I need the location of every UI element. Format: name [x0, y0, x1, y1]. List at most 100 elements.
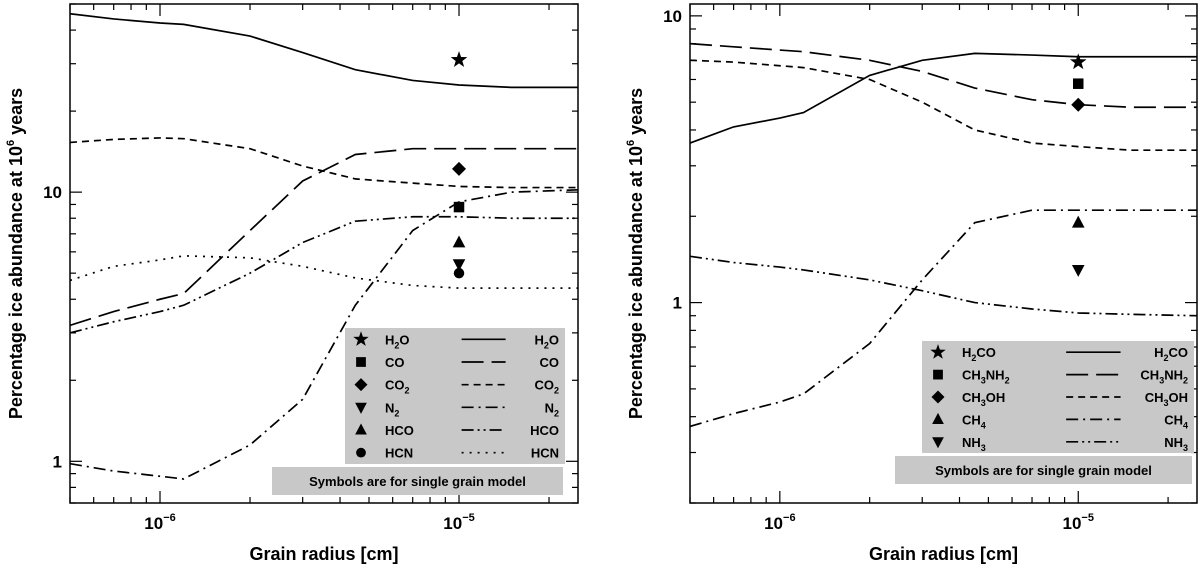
- marker-hco: [452, 235, 466, 248]
- legend-label-symbol: CO: [385, 355, 405, 370]
- legend-marker-ch3oh: [931, 390, 945, 404]
- x-tick-label: 10−6: [764, 512, 795, 533]
- legend-marker-ch3nh2: [933, 369, 943, 380]
- label-main: CO: [534, 378, 554, 393]
- label-tail: OH: [986, 390, 1006, 405]
- marker-ch4: [1071, 215, 1085, 228]
- legend-label-symbol: CH4: [962, 412, 986, 430]
- y-title-tail: years: [626, 88, 646, 140]
- legend-label-line: HCN: [531, 446, 559, 461]
- tick-exponent: −6: [163, 512, 176, 524]
- label-subscript: 2: [544, 340, 549, 350]
- y-title-main: Percentage ice abundance at 10: [6, 146, 26, 419]
- series-line-h2co: [690, 52, 1197, 144]
- tick-base: 10: [1063, 514, 1082, 533]
- x-axis-title: Grain radius [cm]: [869, 544, 1018, 564]
- legend-label-line: N2: [545, 400, 559, 418]
- y-title-main: Percentage ice abundance at 10: [626, 146, 646, 419]
- y-tick-label: 1: [673, 294, 682, 313]
- legend-box: [922, 341, 1194, 453]
- legend-label-line: CO: [540, 355, 560, 370]
- series-line-co2: [70, 137, 578, 189]
- legend-label-symbol: NH3: [962, 435, 986, 453]
- label-tail: O: [549, 332, 559, 347]
- label-subscript: 2: [394, 408, 399, 418]
- label-main: N: [545, 400, 554, 415]
- label-main: H: [962, 345, 971, 360]
- label-tail: NH: [986, 368, 1005, 383]
- label-main: HCN: [385, 446, 413, 461]
- legend-marker-co2: [354, 378, 368, 392]
- y-tick-label: 10: [43, 183, 62, 202]
- label-tail: CO: [1169, 345, 1189, 360]
- legend-label-symbol: CO2: [385, 378, 410, 396]
- label-main: HCO: [385, 423, 414, 438]
- series-line-hco: [70, 215, 578, 334]
- label-tail: CO: [976, 345, 996, 360]
- marker-h2co: [1069, 53, 1087, 70]
- label-subscript: 2: [971, 353, 976, 363]
- label-subscript: 3: [1163, 398, 1168, 408]
- label-main: CH: [1140, 368, 1159, 383]
- series-line-co: [70, 147, 578, 327]
- label-main: H: [534, 332, 543, 347]
- label-main: CO: [385, 378, 405, 393]
- marker-ch3nh2: [1072, 78, 1084, 89]
- marker-h2o: [450, 51, 468, 67]
- note-box: [272, 467, 563, 495]
- label-subscript: 2: [405, 386, 410, 396]
- label-main: CH: [1164, 412, 1183, 427]
- label-main: N: [385, 400, 394, 415]
- legend-label-line: NH3: [1164, 435, 1188, 453]
- legend-marker-h2o: [353, 331, 369, 346]
- x-tick-label: 10−6: [144, 512, 175, 533]
- marker-nh3: [1071, 265, 1085, 277]
- legend-label-symbol: H2O: [385, 332, 410, 350]
- y-title-sup: 6: [625, 140, 637, 146]
- label-main: CO: [540, 355, 560, 370]
- legend-box: [345, 328, 565, 464]
- legend-marker-n2: [355, 402, 367, 414]
- series-line-hcn: [70, 254, 578, 289]
- label-main: CO: [385, 355, 405, 370]
- series-line-n2: [70, 188, 578, 480]
- plot-frame: [689, 3, 1198, 504]
- label-tail: O: [399, 332, 409, 347]
- label-main: NH: [962, 435, 981, 450]
- label-subscript: 2: [554, 408, 559, 418]
- label-tail: NH: [1164, 368, 1183, 383]
- plot-frame: [69, 3, 579, 504]
- tick-base: 10: [443, 514, 462, 533]
- tick-exponent: −5: [462, 512, 475, 524]
- tick-exponent: −6: [783, 512, 796, 524]
- tick-base: 10: [144, 514, 163, 533]
- series-line-h2o: [70, 12, 578, 89]
- legend-marker-ch4: [932, 412, 944, 424]
- legend-marker-h2co: [930, 344, 946, 359]
- label-main: HCN: [531, 446, 559, 461]
- series-lines: [70, 12, 578, 480]
- y-title-sup: 6: [5, 140, 17, 146]
- label-main: CH: [1145, 390, 1164, 405]
- legend-label-symbol: CH3NH2: [962, 368, 1010, 386]
- legend-label-line: HCO: [530, 423, 559, 438]
- legend-label-line: CH4: [1164, 412, 1188, 430]
- label-main: NH: [1164, 435, 1183, 450]
- label-main: CH: [962, 368, 981, 383]
- label-subscript: 4: [1183, 420, 1188, 430]
- y-tick-label: 10: [663, 7, 682, 26]
- legend-label-symbol: H2CO: [962, 345, 996, 363]
- legend-label-line: H2O: [534, 332, 559, 350]
- legend-marker-co: [356, 357, 366, 367]
- legend-label-line: CH3NH2: [1140, 368, 1188, 386]
- label-tail: OH: [1169, 390, 1189, 405]
- single-grain-markers: [450, 51, 468, 279]
- marker-hcn: [453, 267, 465, 279]
- x-tick-label: 10−5: [443, 512, 474, 533]
- label-main: H: [1154, 345, 1163, 360]
- x-tick-label: 10−5: [1063, 512, 1094, 533]
